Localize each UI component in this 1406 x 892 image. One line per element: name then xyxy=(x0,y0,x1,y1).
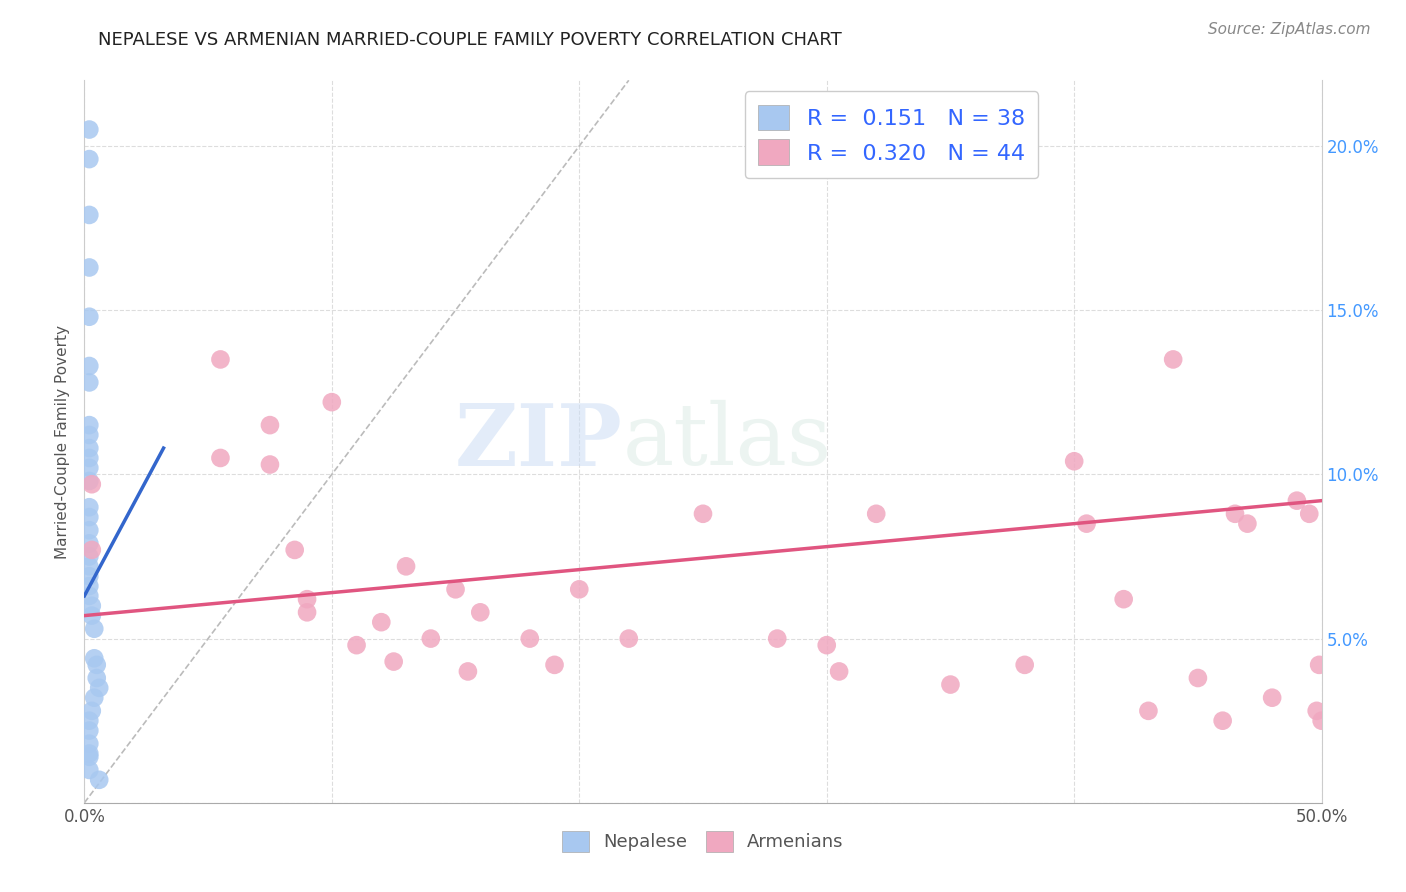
Point xyxy=(1137,704,1160,718)
Point xyxy=(79,450,101,465)
Point xyxy=(79,359,101,373)
Legend: Nepalese, Armenians: Nepalese, Armenians xyxy=(555,823,851,859)
Point xyxy=(79,589,101,603)
Point xyxy=(1310,714,1333,728)
Point xyxy=(79,510,101,524)
Point xyxy=(79,569,101,583)
Point xyxy=(519,632,541,646)
Point xyxy=(395,559,418,574)
Point xyxy=(79,763,101,777)
Point xyxy=(79,579,101,593)
Point xyxy=(939,677,962,691)
Point xyxy=(259,418,281,433)
Point xyxy=(1112,592,1135,607)
Point xyxy=(1212,714,1234,728)
Point xyxy=(79,549,101,564)
Point xyxy=(79,536,101,550)
Point xyxy=(80,477,103,491)
Point xyxy=(1223,507,1246,521)
Point xyxy=(83,622,105,636)
Point xyxy=(79,723,101,738)
Point xyxy=(80,608,103,623)
Point xyxy=(80,704,103,718)
Point xyxy=(79,714,101,728)
Point xyxy=(470,605,492,619)
Point xyxy=(79,500,101,515)
Point xyxy=(79,747,101,761)
Point xyxy=(89,681,111,695)
Point xyxy=(444,582,467,597)
Point xyxy=(79,152,101,166)
Point xyxy=(568,582,591,597)
Point xyxy=(89,772,111,787)
Point xyxy=(1285,493,1308,508)
Point xyxy=(80,599,103,613)
Point xyxy=(766,632,789,646)
Point xyxy=(79,122,101,136)
Point xyxy=(86,657,108,672)
Point xyxy=(815,638,838,652)
Point xyxy=(79,559,101,574)
Point xyxy=(79,441,101,455)
Point xyxy=(284,542,307,557)
Point xyxy=(1076,516,1098,531)
Y-axis label: Married-Couple Family Poverty: Married-Couple Family Poverty xyxy=(55,325,70,558)
Point xyxy=(79,418,101,433)
Point xyxy=(295,592,318,607)
Point xyxy=(1187,671,1209,685)
Point xyxy=(259,458,281,472)
Point xyxy=(692,507,714,521)
Point xyxy=(80,542,103,557)
Point xyxy=(79,310,101,324)
Point xyxy=(79,428,101,442)
Point xyxy=(79,260,101,275)
Text: ZIP: ZIP xyxy=(454,400,623,483)
Point xyxy=(543,657,565,672)
Point xyxy=(1236,516,1258,531)
Point xyxy=(79,523,101,537)
Point xyxy=(79,460,101,475)
Point xyxy=(1305,704,1327,718)
Text: Source: ZipAtlas.com: Source: ZipAtlas.com xyxy=(1208,22,1371,37)
Point xyxy=(79,737,101,751)
Point xyxy=(1261,690,1284,705)
Point xyxy=(828,665,851,679)
Point xyxy=(1014,657,1036,672)
Point xyxy=(1298,507,1320,521)
Point xyxy=(79,376,101,390)
Point xyxy=(1063,454,1085,468)
Point xyxy=(419,632,441,646)
Point xyxy=(865,507,887,521)
Point xyxy=(1308,657,1330,672)
Point xyxy=(79,208,101,222)
Point xyxy=(79,474,101,488)
Point xyxy=(79,749,101,764)
Point xyxy=(1161,352,1184,367)
Point xyxy=(617,632,640,646)
Point xyxy=(295,605,318,619)
Point xyxy=(346,638,368,652)
Text: NEPALESE VS ARMENIAN MARRIED-COUPLE FAMILY POVERTY CORRELATION CHART: NEPALESE VS ARMENIAN MARRIED-COUPLE FAMI… xyxy=(98,31,842,49)
Point xyxy=(209,352,232,367)
Point xyxy=(321,395,343,409)
Text: atlas: atlas xyxy=(623,400,832,483)
Point xyxy=(86,671,108,685)
Point xyxy=(457,665,479,679)
Point xyxy=(382,655,405,669)
Point xyxy=(83,690,105,705)
Point xyxy=(83,651,105,665)
Point xyxy=(370,615,392,630)
Point xyxy=(209,450,232,465)
